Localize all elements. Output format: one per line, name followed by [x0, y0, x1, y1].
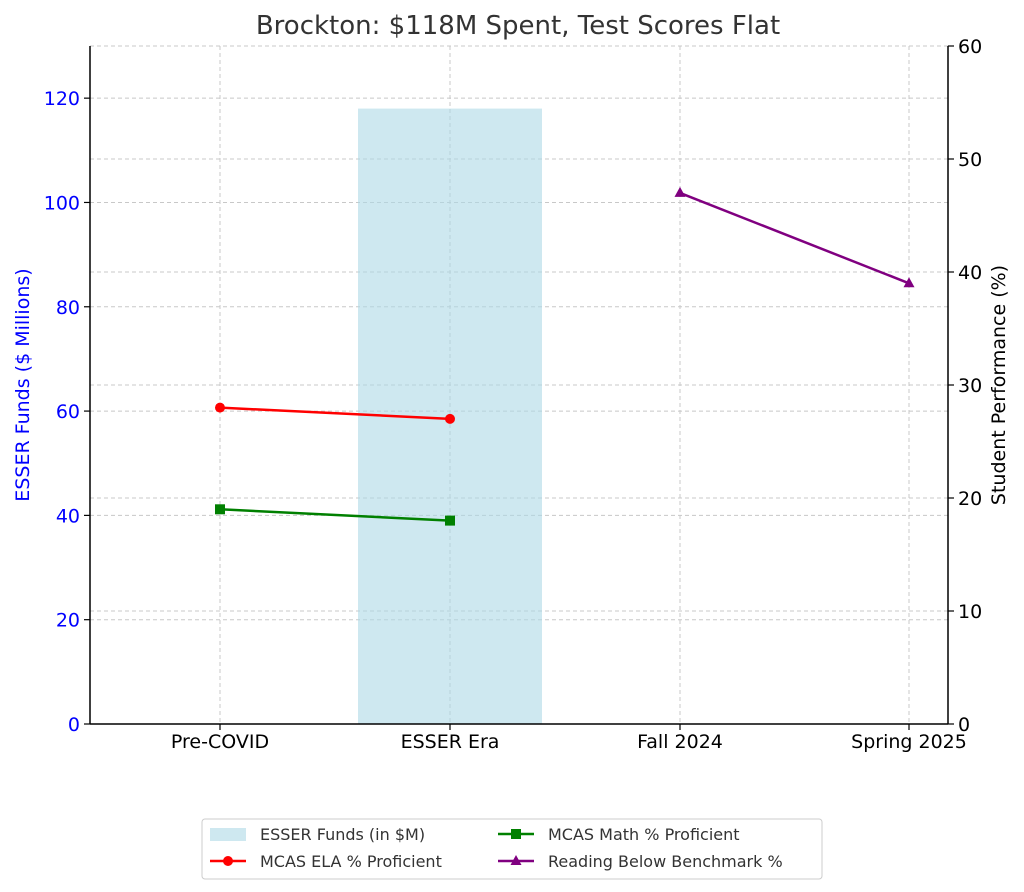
- right-tick-label: 60: [958, 36, 982, 58]
- legend-swatch-marker: [223, 856, 233, 866]
- legend: ESSER Funds (in $M) MCAS Math % Proficien…: [201, 818, 823, 880]
- legend-label: MCAS ELA % Proficient: [260, 852, 442, 871]
- x-tick-label: Fall 2024: [637, 731, 723, 753]
- x-tick-label: Spring 2025: [851, 731, 967, 753]
- left-tick-label: 80: [56, 297, 80, 319]
- legend-swatch-bar: [210, 828, 246, 841]
- left-tick-label: 20: [56, 610, 80, 632]
- legend-swatch-marker: [510, 855, 522, 865]
- left-tick-label: 0: [68, 714, 80, 736]
- left-tick-label: 60: [56, 401, 80, 423]
- point-mcas-ela-proficient: [445, 413, 455, 424]
- legend-label: MCAS Math % Proficient: [548, 825, 740, 844]
- point-reading-below-benchmark: [903, 277, 915, 288]
- tick-labels: 0 20 40 60 80 100 120 0 10 20 30 40 50 60 Pre-COVID ESS…: [44, 36, 982, 753]
- x-tick-label: Pre-COVID: [171, 731, 269, 753]
- right-axis-label: Student Performance (%): [988, 265, 1010, 505]
- point-reading-below-benchmark: [674, 186, 686, 197]
- right-tick-label: 30: [958, 375, 982, 397]
- point-mcas-math-proficient: [215, 504, 225, 515]
- right-tick-label: 40: [958, 262, 982, 284]
- chart-title: Brockton: $118M Spent, Test Scores Flat: [256, 11, 780, 41]
- right-tick-label: 50: [958, 149, 982, 171]
- point-mcas-ela-proficient: [215, 402, 225, 413]
- legend-label: Reading Below Benchmark %: [548, 852, 783, 871]
- right-tick-label: 10: [958, 601, 982, 623]
- legend-frame: [201, 818, 823, 880]
- series-line-reading-below-benchmark: [679, 191, 910, 285]
- legend-swatch-marker: [511, 829, 521, 839]
- series-line-mcas-ela-proficient: [219, 406, 451, 421]
- point-mcas-math-proficient: [445, 515, 455, 526]
- x-tick-label: ESSER Era: [401, 731, 500, 753]
- left-axis-label: ESSER Funds ($ Millions): [12, 268, 34, 501]
- legend-label: ESSER Funds (in $M): [260, 825, 425, 844]
- series-layer: [215, 186, 915, 526]
- left-tick-label: 120: [44, 88, 80, 110]
- right-tick-label: 20: [958, 488, 982, 510]
- left-tick-label: 40: [56, 505, 80, 527]
- right-tick-label: 0: [958, 714, 970, 736]
- series-line-mcas-math-proficient: [219, 508, 451, 522]
- left-tick-label: 100: [44, 192, 80, 214]
